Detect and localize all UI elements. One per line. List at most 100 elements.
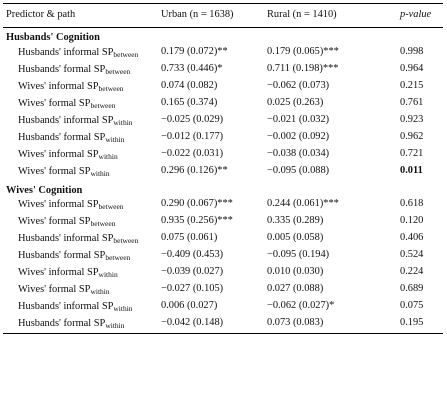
urban-estimate: 0.075 (0.061) — [161, 232, 218, 244]
urban-estimate: 0.290 (0.067)*** — [161, 198, 233, 210]
table-row: Husbands' formal SPbetween 0.733 (0.446)*… — [3, 62, 443, 79]
rural-estimate: −0.095 (0.194) — [267, 249, 330, 261]
urban-estimate: 0.165 (0.374) — [161, 96, 218, 108]
path-subscript: within — [113, 117, 133, 127]
table-row: Husbands' formal SPbetween −0.409 (0.453)… — [3, 248, 443, 265]
path-subscript: within — [98, 151, 118, 161]
table-row: Wives' informal SPwithin −0.022 (0.031) −0… — [3, 147, 443, 164]
predictor-name: Wives' formal SP — [18, 284, 91, 296]
predictor-path-label: Wives' formal SPwithin — [3, 282, 158, 299]
rural-estimate: 0.005 (0.058) — [267, 232, 324, 244]
p-value-cell: 0.964 — [400, 62, 424, 74]
predictor-name: Wives' formal SP — [18, 216, 91, 228]
urban-estimate: 0.296 (0.126)** — [161, 164, 228, 176]
p-value-cell: 0.962 — [400, 130, 424, 142]
predictor-name: Wives' formal SP — [18, 97, 91, 109]
predictor-name: Wives' informal SP — [18, 148, 99, 160]
path-subscript: between — [105, 253, 131, 263]
predictor-path-label: Husbands' informal SPbetween — [3, 231, 158, 248]
path-subscript: within — [90, 168, 110, 178]
predictor-name: Husbands' formal SP — [18, 63, 106, 75]
table-header: Predictor & path Urban (n = 1638) Rural … — [3, 3, 443, 28]
p-value-cell: 0.075 — [400, 300, 424, 312]
predictor-path-label: Wives' formal SPbetween — [3, 214, 158, 231]
predictor-name: Husbands' formal SP — [18, 318, 106, 330]
p-value-cell: 0.406 — [400, 232, 424, 244]
path-subscript: between — [105, 66, 131, 76]
header-urban: Urban (n = 1638) — [161, 9, 234, 20]
rural-estimate: 0.179 (0.065)*** — [267, 45, 339, 57]
path-subscript: within — [105, 321, 125, 331]
p-value-cell: 0.524 — [400, 249, 424, 261]
section-title: Wives' Cognition — [6, 184, 83, 196]
table-row: Wives' informal SPwithin −0.039 (0.027) 0.… — [3, 265, 443, 282]
path-subscript: within — [105, 134, 125, 144]
header-p-value: p-value — [400, 9, 432, 20]
predictor-name: Wives' informal SP — [18, 199, 99, 211]
urban-estimate: −0.042 (0.148) — [161, 317, 224, 329]
predictor-name: Wives' informal SP — [18, 267, 99, 279]
p-value-cell: 0.120 — [400, 215, 424, 227]
section-title: Husbands' Cognition — [6, 32, 100, 44]
predictor-path-label: Wives' formal SPbetween — [3, 96, 158, 113]
urban-estimate: −0.039 (0.027) — [161, 266, 224, 278]
header-predictor: Predictor & path — [6, 9, 76, 20]
rural-estimate: −0.038 (0.034) — [267, 147, 330, 159]
rural-estimate: 0.335 (0.289) — [267, 215, 324, 227]
path-subscript: between — [90, 100, 116, 110]
table-row: Wives' informal SPbetween 0.074 (0.082) −0… — [3, 79, 443, 96]
regression-table: Predictor & path Urban (n = 1638) Rural … — [3, 3, 443, 334]
rural-estimate: −0.002 (0.092) — [267, 130, 330, 142]
rural-estimate: 0.027 (0.088) — [267, 283, 324, 295]
predictor-name: Husbands' informal SP — [18, 233, 114, 245]
table-row: Husbands' informal SPwithin −0.025 (0.029… — [3, 113, 443, 130]
table-row: Husbands' formal SPwithin −0.012 (0.177) −… — [3, 130, 443, 147]
table-row: Husbands' informal SPbetween 0.179 (0.072… — [3, 45, 443, 62]
table-row: Wives' formal SPbetween 0.935 (0.256)*** 0… — [3, 214, 443, 231]
rural-estimate: 0.010 (0.030) — [267, 266, 324, 278]
urban-estimate: 0.935 (0.256)*** — [161, 215, 233, 227]
path-subscript: between — [113, 236, 139, 246]
predictor-name: Wives' informal SP — [18, 80, 99, 92]
predictor-path-label: Husbands' formal SPwithin — [3, 316, 158, 334]
table-row: Wives' informal SPbetween 0.290 (0.067)**… — [3, 197, 443, 214]
header-row: Predictor & path Urban (n = 1638) Rural … — [3, 3, 443, 28]
path-subscript: between — [98, 202, 124, 212]
p-value-cell: 0.761 — [400, 96, 424, 108]
table-row: Husbands' informal SPbetween 0.075 (0.061… — [3, 231, 443, 248]
p-value-cell: 0.215 — [400, 79, 424, 91]
path-subscript: between — [98, 83, 124, 93]
urban-estimate: −0.025 (0.029) — [161, 113, 224, 125]
predictor-path-label: Wives' informal SPwithin — [3, 265, 158, 282]
predictor-name: Wives' formal SP — [18, 165, 91, 177]
predictor-path-label: Wives' informal SPbetween — [3, 197, 158, 214]
table-row: Wives' formal SPwithin −0.027 (0.105) 0.02… — [3, 282, 443, 299]
section-header-row: Wives' Cognition — [3, 181, 443, 197]
path-subscript: within — [113, 304, 133, 314]
section-header-row: Husbands' Cognition — [3, 28, 443, 45]
rural-estimate: −0.062 (0.073) — [267, 79, 330, 91]
urban-estimate: 0.179 (0.072)** — [161, 45, 228, 57]
urban-estimate: 0.074 (0.082) — [161, 79, 218, 91]
rural-estimate: −0.095 (0.088) — [267, 164, 330, 176]
predictor-path-label: Wives' formal SPwithin — [3, 164, 158, 181]
predictor-path-label: Wives' informal SPwithin — [3, 147, 158, 164]
table-row: Wives' formal SPbetween 0.165 (0.374) 0.02… — [3, 96, 443, 113]
p-value-cell: 0.011 — [400, 164, 423, 176]
table-row: Husbands' formal SPwithin −0.042 (0.148) 0… — [3, 316, 443, 334]
p-value-cell: 0.721 — [400, 147, 424, 159]
p-value-cell: 0.923 — [400, 113, 424, 125]
p-value-cell: 0.689 — [400, 283, 424, 295]
p-value-cell: 0.224 — [400, 266, 424, 278]
path-subscript: within — [98, 270, 118, 280]
table-body: Husbands' Cognition Husbands' informal SP… — [3, 28, 443, 334]
rural-estimate: −0.062 (0.027)* — [267, 300, 335, 312]
p-value-cell: 0.195 — [400, 317, 424, 329]
p-value-cell: 0.998 — [400, 45, 424, 57]
rural-estimate: 0.711 (0.198)*** — [267, 62, 339, 74]
predictor-path-label: Wives' informal SPbetween — [3, 79, 158, 96]
table-row: Husbands' informal SPwithin 0.006 (0.027)… — [3, 299, 443, 316]
urban-estimate: 0.006 (0.027) — [161, 300, 218, 312]
predictor-name: Husbands' formal SP — [18, 250, 106, 262]
urban-estimate: −0.012 (0.177) — [161, 130, 224, 142]
